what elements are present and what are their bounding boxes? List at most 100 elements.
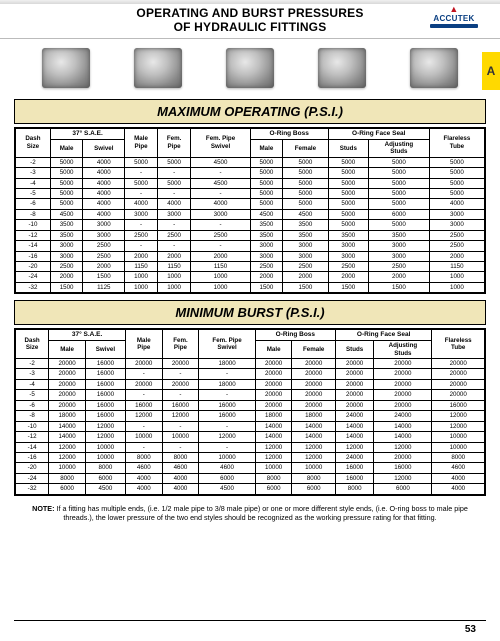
table-cell: 4000 <box>83 199 125 209</box>
table-cell: 20000 <box>162 379 199 389</box>
col-flareless: FlarelessTube <box>432 330 485 359</box>
table-cell: - <box>157 241 191 251</box>
table-cell: - <box>125 442 162 452</box>
note-label: NOTE: <box>32 504 54 513</box>
table-cell: 5000 <box>368 168 429 178</box>
table-row: -420000160002000020000180002000020000200… <box>16 379 485 389</box>
table-cell: -5 <box>16 188 51 198</box>
table-cell: 2500 <box>368 262 429 272</box>
col-ob-male: Male <box>250 139 282 157</box>
table-cell: 3000 <box>191 209 250 219</box>
operating-section-title: MAXIMUM OPERATING (P.S.I.) <box>14 99 486 124</box>
table-cell: 5000 <box>283 188 329 198</box>
table-cell: 2000 <box>157 251 191 261</box>
table-cell: 4000 <box>83 168 125 178</box>
table-cell: 10000 <box>162 432 199 442</box>
table-cell: 4600 <box>199 463 256 473</box>
table-cell: - <box>125 188 157 198</box>
table-cell: 1000 <box>157 282 191 292</box>
table-cell: 2500 <box>83 251 125 261</box>
table-cell: 14000 <box>374 432 432 442</box>
table-cell: 3000 <box>83 230 125 240</box>
table-cell: 5000 <box>50 199 82 209</box>
table-cell: 1000 <box>191 272 250 282</box>
fitting-image <box>318 48 366 88</box>
table-cell: - <box>199 442 256 452</box>
table-cell: 5000 <box>283 199 329 209</box>
table-cell: 20000 <box>125 379 162 389</box>
table-cell: 20000 <box>255 390 292 400</box>
table-row: -350004000---50005000500050005000 <box>16 168 485 178</box>
table-cell: -20 <box>16 262 51 272</box>
table-cell: 5000 <box>368 220 429 230</box>
table-cell: 12000 <box>49 442 86 452</box>
table-cell: - <box>157 168 191 178</box>
table-cell: 4000 <box>83 188 125 198</box>
table-cell: 2500 <box>125 230 157 240</box>
table-cell: 4500 <box>191 157 250 167</box>
table-cell: 6000 <box>49 484 86 494</box>
table-cell: 18000 <box>49 411 86 421</box>
table-cell: 20000 <box>255 400 292 410</box>
col-ofs-studs: Studs <box>328 139 368 157</box>
table-cell: 12000 <box>255 442 292 452</box>
table-cell: 2000 <box>368 272 429 282</box>
table-cell: 10000 <box>199 452 256 462</box>
table-cell: - <box>125 220 157 230</box>
col-ofs-adj: AdjustingStuds <box>368 139 429 157</box>
table-cell: 20000 <box>49 359 86 369</box>
col-ofs-adj: AdjustingStuds <box>374 341 432 359</box>
table-row: -163000250020002000200030003000300030002… <box>16 251 485 261</box>
table-cell: 20000 <box>255 379 292 389</box>
table-cell: - <box>162 390 199 400</box>
table-cell: 4500 <box>250 209 282 219</box>
table-cell: 12000 <box>292 452 335 462</box>
table-row: -202500200011501150115025002500250025001… <box>16 262 485 272</box>
table-cell: 5000 <box>50 157 82 167</box>
table-cell: 4000 <box>429 199 484 209</box>
table-cell: 5000 <box>328 199 368 209</box>
table-cell: 5000 <box>429 168 484 178</box>
table-cell: 20000 <box>335 390 373 400</box>
table-cell: 5000 <box>328 209 368 219</box>
table-cell: 5000 <box>250 178 282 188</box>
table-cell: 4000 <box>125 484 162 494</box>
brand-logo: ▲ ACCUTEK <box>430 4 478 28</box>
table-cell: -2 <box>16 359 49 369</box>
table-cell: 2000 <box>50 272 82 282</box>
table-cell: 16000 <box>335 473 373 483</box>
table-cell: 5000 <box>250 188 282 198</box>
table-cell: 16000 <box>162 400 199 410</box>
table-cell: 3000 <box>429 209 484 219</box>
table-cell: 24000 <box>335 452 373 462</box>
table-cell: 14000 <box>335 432 373 442</box>
table-cell: 16000 <box>85 400 125 410</box>
table-cell: 6000 <box>368 209 429 219</box>
table-row: -101400012000---140001400014000140001200… <box>16 421 485 431</box>
table-cell: - <box>162 421 199 431</box>
table-cell: 3500 <box>283 220 329 230</box>
table-cell: -4 <box>16 178 51 188</box>
table-cell: - <box>157 188 191 198</box>
page-header: OPERATING AND BURST PRESSURES OF HYDRAUL… <box>0 0 500 39</box>
section-tab: A <box>482 52 500 90</box>
col-fem-pipe-swivel: Fem. PipeSwivel <box>199 330 256 359</box>
table-cell: 2500 <box>191 230 250 240</box>
table-cell: 20000 <box>335 369 373 379</box>
table-cell: 14000 <box>255 432 292 442</box>
table-cell: 20000 <box>49 379 86 389</box>
table-cell: 2500 <box>283 262 329 272</box>
table-cell: -2 <box>16 157 51 167</box>
table-cell: 5000 <box>429 178 484 188</box>
table-cell: 1000 <box>429 282 484 292</box>
table-cell: 8000 <box>85 463 125 473</box>
col-fem-pipe: Fem.Pipe <box>162 330 199 359</box>
table-cell: 18000 <box>292 411 335 421</box>
col-sae-male: Male <box>49 341 86 359</box>
table-cell: 20000 <box>432 379 485 389</box>
table-cell: 5000 <box>157 178 191 188</box>
table-cell: 5000 <box>125 157 157 167</box>
table-cell: -6 <box>16 400 49 410</box>
table-cell: 4000 <box>432 473 485 483</box>
table-cell: 14000 <box>49 421 86 431</box>
